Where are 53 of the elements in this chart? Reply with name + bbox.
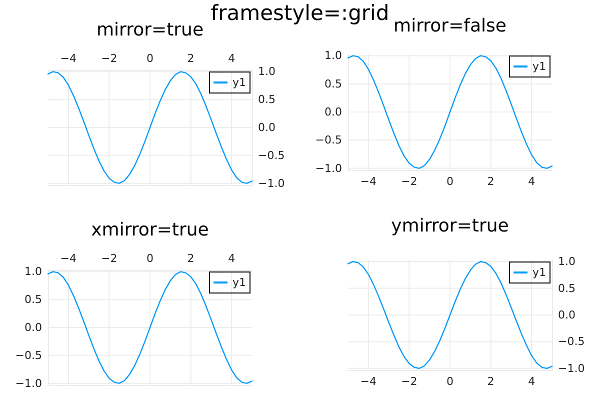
text: −0.5	[258, 148, 285, 162]
x2-tick-label: −4	[60, 252, 77, 265]
x-tick-label: −2	[401, 175, 418, 188]
x2-tick-label: 4	[228, 52, 236, 65]
legend-label: y1	[532, 60, 546, 73]
line-series	[47, 271, 253, 384]
y-tick-label: 0.0	[324, 106, 342, 118]
y-tick-label: −0.5	[15, 348, 42, 362]
y-tick-label: 0.5	[24, 293, 42, 306]
text: framestyle=:grid	[210, 1, 390, 25]
chart-title: ymirror=true	[391, 216, 509, 236]
x-tick-label: 0	[446, 175, 454, 188]
x-tick-label: 4	[528, 175, 536, 188]
chart-title: xmirror=true	[91, 220, 209, 240]
legend-label: y1	[232, 76, 246, 89]
line-series	[347, 261, 553, 369]
x2-tick-label: 0	[146, 52, 154, 65]
x-tick-label: 0	[446, 375, 454, 388]
x2-tick-label: 0	[146, 252, 154, 265]
x-tick-label: −2	[401, 375, 418, 388]
x2-tick-label: 2	[187, 52, 194, 65]
line-series	[47, 71, 253, 184]
x-tick-label: 2	[487, 375, 494, 388]
x2-tick-label: 4	[228, 252, 236, 265]
chart-title: mirror=false	[394, 16, 506, 36]
legend-label: y1	[232, 276, 246, 289]
y2-tick-label: 0.5	[558, 282, 576, 295]
x2-tick-label: −4	[60, 52, 77, 65]
y-tick-label: 1.0	[324, 49, 342, 62]
x-tick-label: 4	[528, 375, 536, 388]
y2-tick-label: −0.5	[558, 335, 585, 348]
x2-tick-label: −2	[101, 52, 118, 65]
text: 0.5	[258, 93, 276, 106]
x2-tick-label: −2	[101, 252, 118, 265]
y2-tick-label: −1.0	[558, 362, 585, 375]
line-series	[347, 55, 553, 169]
y-tick-label: −0.5	[315, 134, 342, 147]
y2-tick-label: 0.0	[558, 308, 576, 322]
chart-title: mirror=true	[96, 20, 204, 40]
x-tick-label: −4	[360, 175, 377, 188]
y-tick-label: 1.0	[24, 265, 42, 278]
x-tick-label: 2	[487, 175, 494, 188]
y-tick-label: 0.0	[24, 321, 42, 334]
y-tick-label: −1.0	[315, 162, 342, 175]
legend-label: y1	[532, 266, 546, 279]
y-tick-label: −1.0	[15, 376, 42, 390]
text: 0.0	[258, 121, 276, 134]
x-tick-label: −4	[360, 375, 377, 388]
text: −1.0	[258, 176, 285, 190]
y2-tick-label: 1.0	[558, 255, 576, 268]
text: 1.0	[258, 65, 276, 78]
y-tick-label: 0.5	[324, 77, 342, 90]
x2-tick-label: 2	[187, 252, 194, 265]
